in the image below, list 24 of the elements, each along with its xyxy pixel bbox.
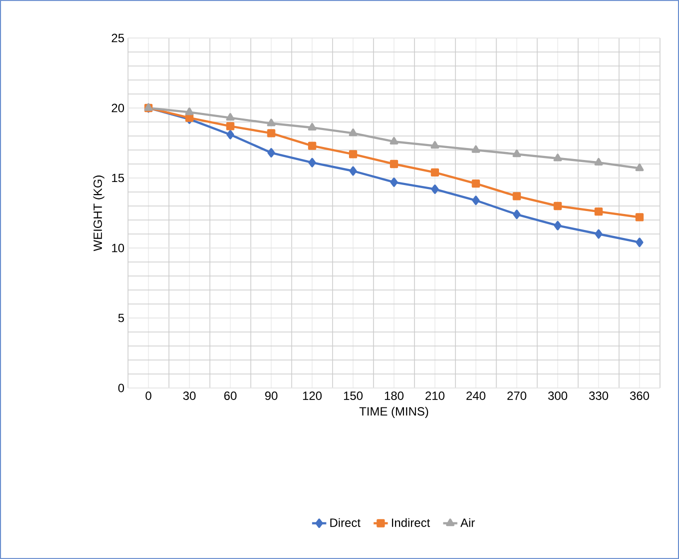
x-tick-label: 30 <box>183 392 196 400</box>
y-tick-label: 0 <box>118 384 124 392</box>
x-tick-label: 150 <box>344 392 363 400</box>
x-tick-label: 360 <box>630 392 650 400</box>
x-axis-title: TIME (MINS) <box>359 406 428 418</box>
x-tick-label: 0 <box>146 392 152 400</box>
y-tick-label: 25 <box>112 34 124 42</box>
x-tick-label: 330 <box>589 392 608 400</box>
x-tick-label: 120 <box>303 392 322 400</box>
y-tick-label: 5 <box>118 314 124 322</box>
x-tick-label: 180 <box>384 392 404 400</box>
x-tick-label: 210 <box>426 392 444 400</box>
legend-label: Air <box>460 518 475 527</box>
x-tick-label: 300 <box>548 392 568 400</box>
legend-label: Direct <box>330 518 360 527</box>
y-tick-label: 10 <box>112 244 124 252</box>
x-tick-label: 270 <box>507 392 526 400</box>
x-tick-label: 240 <box>466 392 486 400</box>
y-axis-title: WEIGHT (KG) <box>93 176 104 252</box>
x-tick-label: 90 <box>265 392 278 400</box>
y-tick-label: 20 <box>112 104 124 112</box>
legend-label: Indirect <box>392 518 430 527</box>
y-tick-label: 15 <box>112 174 124 182</box>
x-tick-label: 60 <box>224 392 236 400</box>
